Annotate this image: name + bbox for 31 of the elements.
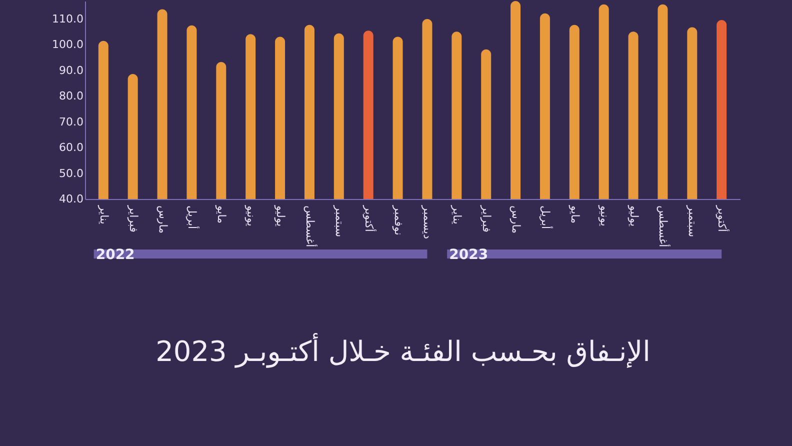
x-tick-label: أكتوبر	[362, 204, 376, 232]
x-tick-label: يناير	[97, 204, 110, 224]
x-tick-label: مايو	[215, 204, 228, 224]
x-tick-label: سبتمبر	[686, 204, 700, 238]
text: الإنـفاق بحـسب الفئـة خـلال أكتـوبـر 2023	[156, 333, 650, 368]
x-tick-label: أغسطس	[656, 206, 671, 248]
x-tick-label: يوليو	[627, 204, 640, 227]
y-tick-label: 60.0	[59, 141, 84, 154]
y-tick-label: 110.0	[52, 12, 84, 26]
x-tick-label: سبتمبر	[332, 204, 346, 238]
x-tick-label: يناير	[450, 204, 464, 224]
y-tick-label: 100.0	[52, 38, 84, 52]
x-tick-label: مارس	[510, 206, 523, 234]
x-tick-label: فبراير	[126, 204, 140, 232]
x-tick-label: يونيو	[244, 204, 258, 226]
x-tick-label: أكتوبر	[716, 204, 730, 232]
x-tick-label: مايو	[568, 204, 582, 224]
x-tick-label: مارس	[156, 206, 170, 234]
x-tick-label: يونيو	[598, 204, 611, 226]
y-tick-label: 80.0	[59, 90, 84, 103]
y-tick-label: 70.0	[59, 115, 84, 128]
y-tick-label: 90.0	[59, 64, 84, 77]
x-tick-label: نوفمبر	[392, 204, 405, 236]
x-tick-label: أغسطس	[303, 206, 318, 248]
x-tick-label: فبراير	[480, 204, 494, 232]
x-tick-label: أبريل	[186, 206, 200, 230]
x-tick-label: ديسمبر	[421, 204, 434, 240]
x-tick-label: أبريل	[538, 206, 553, 230]
y-tick-label: 40.0	[59, 192, 84, 206]
y-tick-label: 50.0	[59, 166, 84, 180]
x-tick-label: يوليو	[274, 204, 288, 227]
